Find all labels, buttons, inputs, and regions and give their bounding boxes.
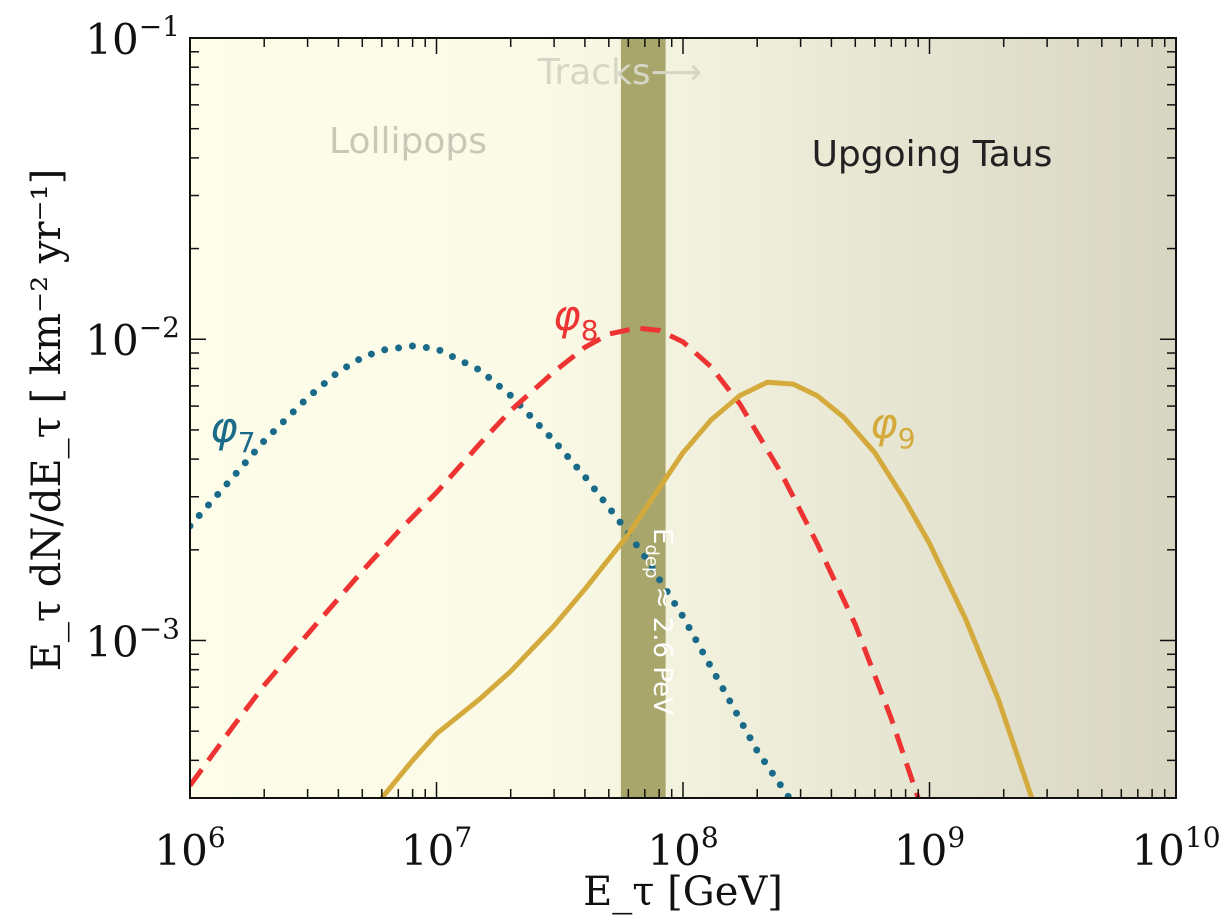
series-label-phi7-sub: 7 — [238, 426, 256, 459]
region-label-lollipops: Lollipops — [329, 121, 487, 162]
y-tick-label-exponent: −3 — [139, 612, 180, 645]
series-label-phi7-main: φ — [210, 403, 238, 452]
series-label-phi9-sub: 9 — [898, 422, 916, 455]
series-line-phi7 — [190, 342, 793, 798]
x-tick-label: 106 — [154, 821, 225, 875]
x-tick-label-base: 10 — [1131, 826, 1184, 875]
band-label-rest: ≈ 2.6 PeV — [647, 578, 677, 715]
x-tick-label-exponent: 8 — [701, 821, 719, 854]
x-tick-label-exponent: 6 — [208, 821, 226, 854]
x-tick-label-base: 10 — [154, 826, 207, 875]
x-tick-label-exponent: 9 — [947, 821, 965, 854]
x-tick-label: 107 — [401, 821, 472, 875]
series-label-phi8: φ8 — [553, 291, 599, 347]
series-line-phi8 — [190, 325, 921, 798]
y-tick-label-base: 10 — [85, 617, 138, 666]
y-tick-label: 10−2 — [85, 311, 180, 365]
series-label-phi8-sub: 8 — [581, 314, 599, 347]
x-tick-label-base: 10 — [647, 826, 700, 875]
y-tick-label-base: 10 — [85, 316, 138, 365]
x-tick-label-base: 10 — [894, 826, 947, 875]
ticks — [189, 37, 1177, 799]
series-line-phi9 — [379, 379, 1035, 798]
y-tick-label: 10−1 — [85, 10, 180, 64]
y-tick-label-exponent: −1 — [139, 10, 180, 43]
x-tick-label-base: 10 — [401, 826, 454, 875]
series-label-phi8-main: φ — [553, 291, 581, 340]
y-axis-title: E_τ dN/dE_τ [ km⁻² yr⁻¹] — [24, 169, 70, 672]
band-label-sub: dep — [641, 544, 662, 578]
series-label-phi7: φ7 — [210, 403, 256, 459]
series-label-phi9-main: φ — [870, 399, 898, 448]
x-tick-label: 108 — [647, 821, 718, 875]
region-label-upgoing-taus: Upgoing Taus — [812, 134, 1053, 175]
plot-background — [190, 38, 1176, 798]
x-axis-title: E_τ [GeV] — [583, 869, 783, 915]
energy-band — [620, 38, 666, 798]
svg-text:Edep ≈ 2.6 PeV: Edep ≈ 2.6 PeV — [641, 528, 677, 715]
y-tick-label-base: 10 — [85, 15, 138, 64]
y-tick-label-exponent: −2 — [139, 311, 180, 344]
band-label: Edep ≈ 2.6 PeV — [641, 528, 677, 715]
x-tick-label-exponent: 7 — [454, 821, 472, 854]
y-tick-label: 10−3 — [85, 612, 180, 666]
curves — [190, 325, 1035, 798]
x-tick-label-exponent: 10 — [1185, 821, 1221, 854]
x-tick-label: 109 — [894, 821, 965, 875]
series-label-phi9: φ9 — [870, 399, 916, 455]
band-label-main: E — [647, 528, 677, 544]
region-label-tracks: Tracks⟶ — [537, 52, 703, 93]
x-tick-label: 1010 — [1131, 821, 1220, 875]
